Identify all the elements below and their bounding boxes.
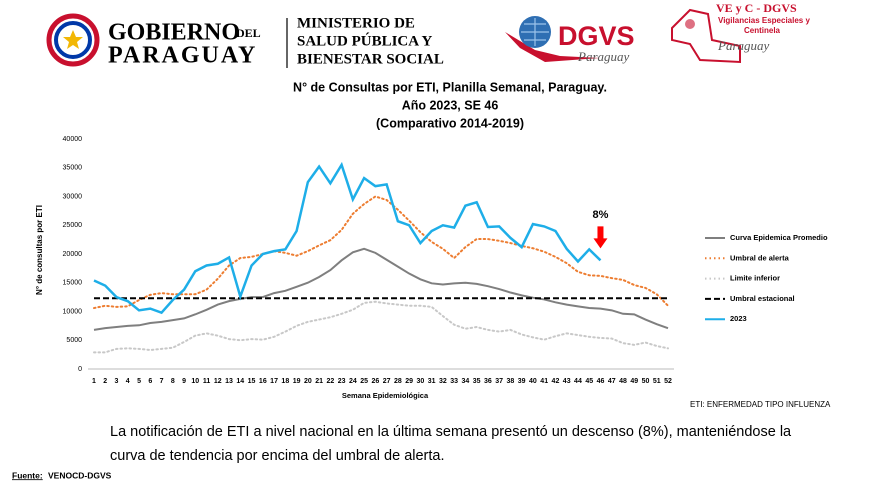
chart-title: (Comparativo 2014-2019) [376,116,524,130]
chart-title: N° de Consultas por ETI, Planilla Semana… [293,80,607,94]
x-tick-label: 43 [563,378,571,385]
x-tick-label: 37 [495,378,503,385]
x-tick-label: 52 [664,378,672,385]
ministry: SALUD PÚBLICA Y [297,32,432,49]
x-tick-label: 33 [450,378,458,385]
legend-label: Umbral estacional [730,294,795,303]
annotation-arrow [593,226,608,249]
legend-label: Limite inferior [730,274,780,283]
x-tick-label: 13 [225,378,233,385]
x-tick-label: 30 [416,378,424,385]
y-tick-label: 5000 [66,337,82,344]
vec-sub: Centinela [744,26,781,35]
y-tick-label: 15000 [63,280,83,287]
x-tick-label: 12 [214,378,222,385]
y-tick-label: 20000 [63,251,83,258]
x-tick-label: 4 [126,378,130,385]
x-axis-label: Semana Epidemiológica [342,391,429,400]
legend-label: Umbral de alerta [730,253,790,262]
x-tick-label: 27 [383,378,391,385]
dgvs-logo [505,16,600,62]
vec-country: Paraguay [717,38,770,53]
paraguay: PARAGUAY [108,43,257,69]
x-tick-label: 28 [394,378,402,385]
x-tick-label: 50 [642,378,650,385]
x-tick-label: 16 [259,378,267,385]
ministry: MINISTERIO DE [297,15,415,31]
series-line [93,247,669,331]
del: DEL [236,26,261,40]
x-tick-label: 35 [473,378,481,385]
x-tick-label: 40 [529,378,537,385]
x-tick-label: 21 [315,378,323,385]
x-tick-label: 1 [92,378,96,385]
source-label: Fuente: [12,470,43,480]
x-tick-label: 19 [293,378,301,385]
x-tick-label: 15 [248,378,256,385]
x-tick-label: 29 [405,378,413,385]
y-tick-label: 35000 [63,165,83,172]
x-tick-label: 8 [171,378,175,385]
y-axis-label: N° de consultas por ETI [35,205,44,295]
paragraph: curva de tendencia por encima del umbral… [110,448,445,464]
series-line [93,300,669,354]
x-tick-label: 39 [518,378,526,385]
vec: VE y C - DGVS [716,1,797,15]
y-tick-label: 10000 [63,308,83,315]
note: ETI: ENFERMEDAD TIPO INFLUENZA [690,400,831,409]
legend-label: 2023 [730,314,747,323]
dgvs-sub: Paraguay [577,49,630,64]
paragraph: La notificación de ETI a nivel nacional … [110,424,792,440]
ministry: BIENESTAR SOCIAL [297,51,444,67]
x-tick-label: 31 [428,378,436,385]
chart-title: Año 2023, SE 46 [402,98,499,112]
x-tick-label: 32 [439,378,447,385]
x-tick-label: 17 [270,378,278,385]
x-tick-label: 41 [540,378,548,385]
x-tick-label: 49 [630,378,638,385]
series-line [93,195,669,310]
x-tick-label: 47 [608,378,616,385]
x-tick-label: 20 [304,378,312,385]
x-tick-label: 11 [203,378,211,385]
x-tick-label: 3 [115,378,119,385]
y-tick-label: 40000 [63,136,83,143]
vec-logo [671,8,741,64]
x-tick-label: 22 [326,378,334,385]
gobierno: GOBIERNO [108,20,240,46]
source: VENOCD-DGVS [48,470,112,480]
x-tick-label: 6 [148,378,152,385]
x-tick-label: 38 [507,378,515,385]
x-tick-label: 25 [360,378,368,385]
x-tick-label: 2 [103,378,107,385]
y-tick-label: 0 [78,366,82,373]
x-tick-label: 36 [484,378,492,385]
y-tick-label: 25000 [63,222,83,229]
x-tick-label: 34 [462,378,470,385]
x-tick-label: 44 [574,378,582,385]
x-tick-label: 18 [281,378,289,385]
annotation: 8% [593,209,609,221]
x-tick-label: 46 [597,378,605,385]
x-tick-label: 45 [585,378,593,385]
emblem [46,13,100,67]
x-tick-label: 42 [552,378,560,385]
x-tick-label: 51 [653,378,661,385]
x-tick-label: 14 [236,378,244,385]
x-tick-label: 26 [371,378,379,385]
legend-label: Curva Epidemica Promedio [730,233,828,242]
dgvs: DGVS [558,21,635,51]
y-tick-label: 30000 [63,193,83,200]
x-tick-label: 24 [349,378,357,385]
x-tick-label: 23 [338,378,346,385]
x-tick-label: 5 [137,378,141,385]
x-tick-label: 48 [619,378,627,385]
vec-sub: Vigilancias Especiales y [718,16,810,25]
series-line [93,161,602,315]
x-tick-label: 10 [191,378,199,385]
x-tick-label: 9 [182,378,186,385]
x-tick-label: 7 [160,378,164,385]
